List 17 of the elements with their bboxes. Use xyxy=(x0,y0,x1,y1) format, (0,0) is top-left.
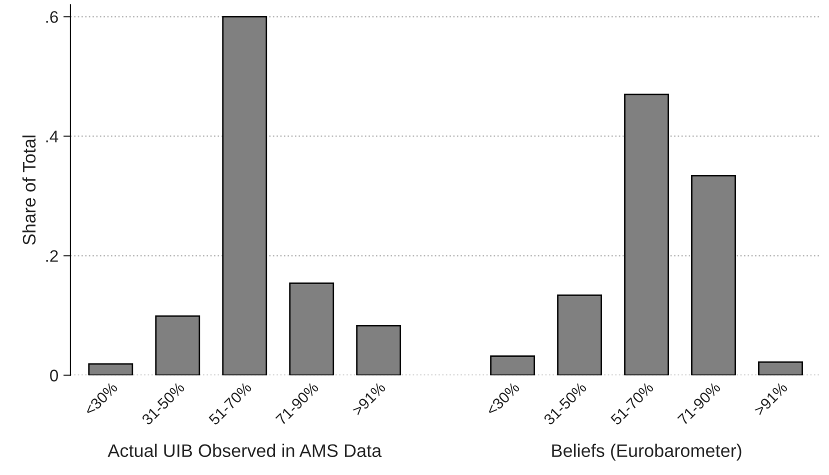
bar xyxy=(289,282,334,376)
bar xyxy=(490,355,536,376)
y-tick-label: .2 xyxy=(46,250,58,262)
bar xyxy=(222,16,268,376)
y-tick-label: .6 xyxy=(46,11,58,23)
y-tick-label: .4 xyxy=(46,130,58,142)
bar xyxy=(758,361,803,376)
bar xyxy=(624,94,670,376)
bar xyxy=(356,324,402,376)
bar xyxy=(691,174,736,376)
bar xyxy=(155,315,200,376)
text: Beliefs (Eurobarometer) xyxy=(552,444,742,461)
y-axis-title: Share of Total xyxy=(22,136,36,245)
text: Actual UIB Observed in AMS Data xyxy=(108,444,382,458)
y-tick-label: 0 xyxy=(50,370,58,382)
bar xyxy=(88,363,134,376)
bar xyxy=(557,294,602,376)
